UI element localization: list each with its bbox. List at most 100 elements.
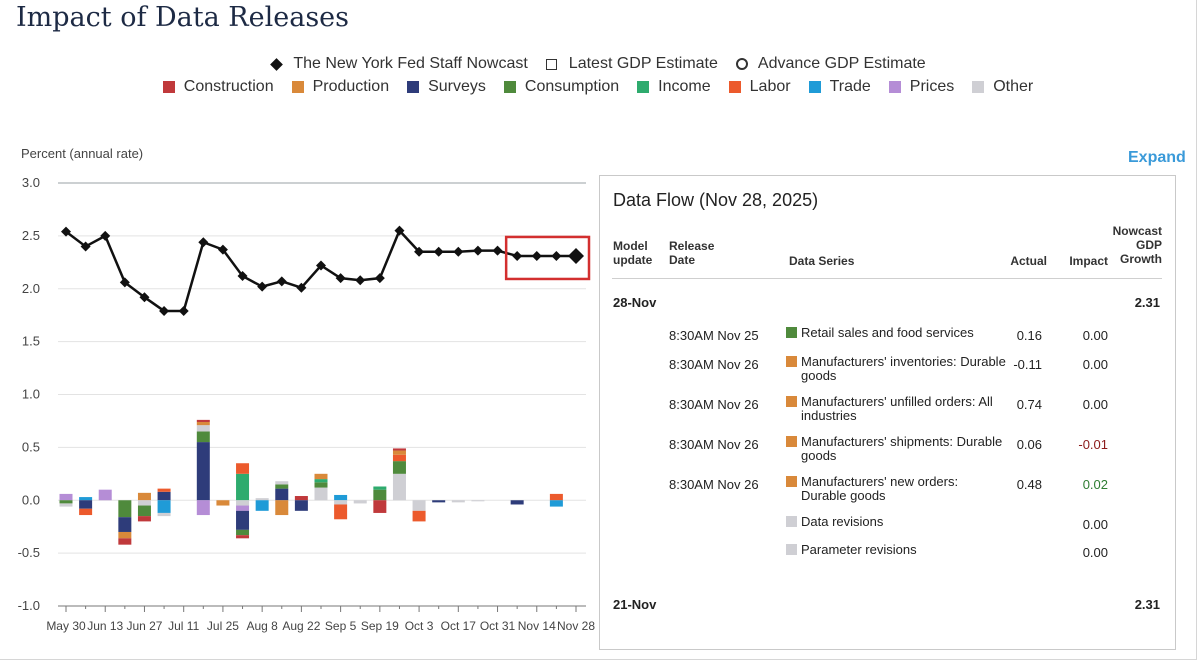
impact-bar-construction bbox=[392, 448, 406, 451]
legend-label: Prices bbox=[909, 78, 955, 95]
impact-bar-surveys bbox=[79, 500, 93, 509]
impact-bar-prices bbox=[59, 493, 73, 501]
impact-bar-income bbox=[373, 486, 387, 490]
legend-item-consumption[interactable]: Consumption bbox=[503, 78, 619, 96]
col-header-actual: Actual bbox=[1010, 254, 1047, 268]
series-mfg-unfilled-orders[interactable]: Manufacturers' unfilled orders: All indu… bbox=[786, 395, 1008, 423]
y-tick-label: 2.5 bbox=[22, 228, 40, 243]
impact-bar-construction bbox=[373, 500, 387, 513]
impact-bar-production bbox=[118, 531, 132, 539]
expand-link[interactable]: Expand bbox=[1128, 149, 1186, 166]
actual-value: -0.11 bbox=[1013, 357, 1042, 372]
impact-bar-construction bbox=[196, 419, 210, 422]
legend-item-other[interactable]: Other bbox=[972, 78, 1033, 96]
impact-bar-consumption bbox=[275, 484, 289, 489]
y-tick-label: 0.5 bbox=[22, 439, 40, 454]
nowcast-point bbox=[394, 225, 405, 236]
actual-value: 0.74 bbox=[1016, 397, 1042, 412]
nowcast-point bbox=[531, 250, 542, 261]
legend-item-advance-gdp[interactable]: Advance GDP Estimate bbox=[735, 55, 926, 73]
construction-swatch bbox=[162, 81, 175, 93]
impact-bar-labor bbox=[236, 463, 250, 474]
nowcast-point bbox=[492, 245, 503, 256]
legend-item-trade[interactable]: Trade bbox=[808, 78, 871, 96]
impact-bar-consumption bbox=[314, 482, 328, 488]
series-mfg-inventories[interactable]: Manufacturers' inventories: Durable good… bbox=[786, 355, 1008, 383]
circle-icon bbox=[735, 58, 748, 70]
y-tick-label: -0.5 bbox=[18, 545, 40, 560]
legend-item-construction[interactable]: Construction bbox=[162, 78, 274, 96]
production-swatch bbox=[786, 396, 797, 407]
other-swatch bbox=[972, 81, 985, 93]
actual-value: 0.16 bbox=[1016, 328, 1042, 343]
production-swatch bbox=[786, 436, 797, 447]
series-data-revisions[interactable]: Data revisions bbox=[786, 515, 1008, 529]
group-date: 21-Nov bbox=[613, 597, 657, 612]
nowcast-point bbox=[512, 250, 523, 261]
actual-value: 0.48 bbox=[1016, 477, 1042, 492]
col-header-release-date: Release Date bbox=[669, 239, 715, 267]
impact-bar-other bbox=[314, 487, 328, 501]
impact-bar-other bbox=[196, 425, 210, 432]
legend-categories: Construction Production Surveys Consumpt… bbox=[0, 78, 1196, 96]
impact-bar-other bbox=[236, 500, 250, 506]
header-divider bbox=[612, 278, 1162, 279]
release-date: 8:30AM Nov 26 bbox=[669, 437, 759, 452]
nowcast-point bbox=[159, 305, 170, 316]
series-mfg-shipments[interactable]: Manufacturers' shipments: Durable goods bbox=[786, 435, 1008, 463]
x-tick-label: Jul 11 bbox=[168, 619, 199, 633]
nowcast-point bbox=[355, 275, 366, 286]
series-parameter-revisions[interactable]: Parameter revisions bbox=[786, 543, 1008, 557]
impact-bar-consumption bbox=[137, 505, 151, 517]
legend-item-latest-gdp[interactable]: Latest GDP Estimate bbox=[545, 55, 718, 73]
impact-bar-other bbox=[471, 500, 485, 502]
y-tick-label: -1.0 bbox=[18, 598, 40, 613]
impact-bar-surveys bbox=[275, 488, 289, 501]
impact-bar-consumption bbox=[196, 431, 210, 443]
x-tick-label: Nov 28 bbox=[557, 619, 595, 633]
impact-bar-consumption bbox=[59, 500, 73, 504]
legend-item-income[interactable]: Income bbox=[637, 78, 711, 96]
income-swatch bbox=[637, 81, 650, 93]
legend-item-prices[interactable]: Prices bbox=[888, 78, 955, 96]
legend-label: Latest GDP Estimate bbox=[568, 55, 718, 72]
production-swatch bbox=[786, 356, 797, 367]
y-tick-label: 0.0 bbox=[22, 492, 40, 507]
legend-label: Construction bbox=[183, 78, 274, 95]
production-swatch bbox=[291, 81, 304, 93]
group-nowcast: 2.31 bbox=[1134, 597, 1160, 612]
legend-label: Production bbox=[312, 78, 390, 95]
impact-bar-construction bbox=[294, 496, 308, 501]
col-header-data-series: Data Series bbox=[789, 254, 855, 268]
impact-bar-other bbox=[275, 481, 289, 485]
series-mfg-new-orders[interactable]: Manufacturers' new orders: Durable goods bbox=[786, 475, 1008, 503]
legend-item-labor[interactable]: Labor bbox=[728, 78, 791, 96]
legend-item-surveys[interactable]: Surveys bbox=[407, 78, 486, 96]
x-tick-label: Oct 3 bbox=[405, 619, 434, 633]
nowcast-point bbox=[335, 273, 346, 284]
surveys-swatch bbox=[407, 81, 420, 93]
legend-label: Labor bbox=[749, 78, 791, 95]
nowcast-point bbox=[100, 230, 111, 241]
impact-value: 0.00 bbox=[1082, 517, 1108, 532]
legend-item-production[interactable]: Production bbox=[291, 78, 390, 96]
impact-bar-trade bbox=[334, 494, 348, 501]
series-retail-sales[interactable]: Retail sales and food services bbox=[786, 326, 1008, 340]
impact-bar-other bbox=[353, 500, 367, 504]
impact-bar-surveys bbox=[196, 442, 210, 501]
impact-bar-labor bbox=[79, 508, 93, 516]
legend-item-nowcast[interactable]: The New York Fed Staff Nowcast bbox=[270, 55, 528, 73]
legend-label: Income bbox=[658, 78, 711, 95]
labor-swatch bbox=[728, 81, 741, 93]
impact-bar-trade bbox=[157, 500, 171, 513]
legend-lines: The New York Fed Staff Nowcast Latest GD… bbox=[0, 55, 1196, 73]
x-tick-label: Aug 22 bbox=[282, 619, 320, 633]
nowcast-point bbox=[257, 281, 268, 292]
nowcast-point bbox=[316, 260, 326, 271]
y-axis-unit-label: Percent (annual rate) bbox=[21, 146, 144, 161]
impact-bar-production bbox=[275, 500, 289, 516]
data-flow-panel: Data Flow (Nov 28, 2025) Model update Re… bbox=[599, 175, 1176, 650]
nowcast-point bbox=[551, 250, 562, 261]
impact-bar-labor bbox=[549, 493, 563, 501]
impact-bar-production bbox=[216, 500, 230, 506]
